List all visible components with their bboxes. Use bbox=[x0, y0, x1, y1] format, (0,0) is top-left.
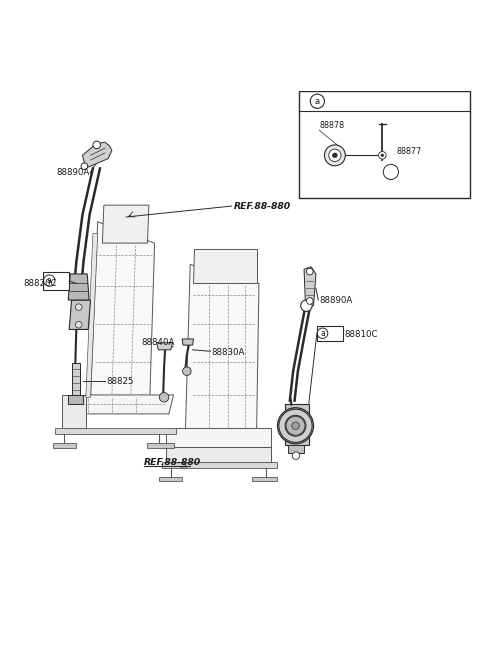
Text: a: a bbox=[320, 328, 325, 338]
Text: 88890A: 88890A bbox=[320, 296, 353, 306]
Polygon shape bbox=[62, 395, 86, 428]
Polygon shape bbox=[162, 463, 277, 468]
Circle shape bbox=[301, 300, 312, 311]
Polygon shape bbox=[185, 265, 259, 430]
Circle shape bbox=[159, 392, 169, 402]
Polygon shape bbox=[62, 395, 174, 414]
Polygon shape bbox=[83, 142, 112, 168]
Circle shape bbox=[292, 452, 300, 459]
Text: 88890A: 88890A bbox=[56, 168, 89, 177]
Circle shape bbox=[44, 275, 55, 286]
Circle shape bbox=[75, 321, 82, 328]
Bar bbox=[317, 326, 343, 341]
Polygon shape bbox=[72, 363, 80, 396]
Polygon shape bbox=[304, 267, 316, 306]
Polygon shape bbox=[288, 445, 304, 453]
Circle shape bbox=[285, 415, 306, 436]
Circle shape bbox=[93, 141, 100, 148]
Circle shape bbox=[277, 408, 313, 443]
Circle shape bbox=[306, 268, 313, 275]
Circle shape bbox=[381, 154, 384, 157]
Polygon shape bbox=[86, 234, 97, 397]
Text: 88825: 88825 bbox=[106, 377, 134, 386]
Text: 88810C: 88810C bbox=[344, 330, 378, 339]
Circle shape bbox=[81, 163, 88, 170]
Polygon shape bbox=[252, 476, 277, 482]
Text: 88878: 88878 bbox=[319, 121, 344, 130]
Text: 88820C: 88820C bbox=[24, 279, 57, 288]
Circle shape bbox=[279, 409, 312, 442]
Circle shape bbox=[333, 153, 337, 158]
Polygon shape bbox=[159, 476, 182, 482]
Text: REF.88-880: REF.88-880 bbox=[144, 458, 201, 466]
Polygon shape bbox=[91, 222, 155, 397]
Circle shape bbox=[292, 422, 300, 430]
Circle shape bbox=[182, 367, 191, 375]
Circle shape bbox=[317, 328, 328, 338]
Polygon shape bbox=[285, 405, 309, 445]
Circle shape bbox=[384, 164, 398, 179]
Text: 88830A: 88830A bbox=[212, 348, 245, 357]
Circle shape bbox=[329, 149, 341, 162]
Text: REF.88-880: REF.88-880 bbox=[234, 202, 291, 211]
Circle shape bbox=[379, 152, 386, 159]
Polygon shape bbox=[69, 300, 91, 329]
Polygon shape bbox=[68, 395, 84, 405]
Circle shape bbox=[75, 304, 82, 311]
Polygon shape bbox=[167, 428, 271, 447]
Circle shape bbox=[306, 298, 313, 304]
Circle shape bbox=[324, 145, 345, 166]
Polygon shape bbox=[55, 428, 176, 434]
Bar bbox=[300, 91, 470, 198]
Circle shape bbox=[310, 94, 324, 108]
Text: 88877: 88877 bbox=[396, 147, 422, 156]
Polygon shape bbox=[147, 443, 174, 448]
Polygon shape bbox=[53, 443, 76, 448]
Polygon shape bbox=[156, 343, 173, 350]
Text: a: a bbox=[315, 97, 320, 106]
Bar bbox=[43, 271, 69, 290]
Polygon shape bbox=[182, 339, 193, 345]
Polygon shape bbox=[102, 205, 149, 243]
Polygon shape bbox=[192, 249, 257, 283]
Circle shape bbox=[286, 417, 305, 435]
Text: a: a bbox=[47, 276, 52, 285]
Polygon shape bbox=[167, 447, 271, 463]
Polygon shape bbox=[68, 274, 89, 300]
Text: 88840A: 88840A bbox=[141, 338, 175, 348]
